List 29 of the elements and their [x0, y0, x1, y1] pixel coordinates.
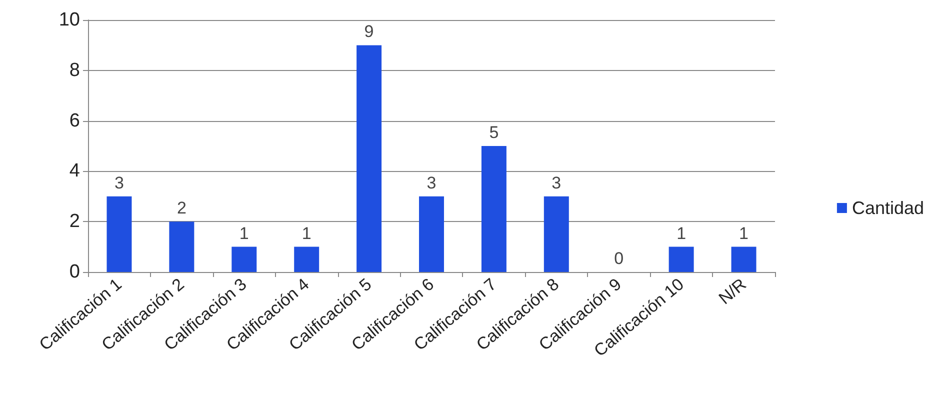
data-label: 9	[364, 22, 374, 42]
bar	[419, 196, 444, 272]
data-label: 2	[176, 198, 186, 218]
y-tick-label: 10	[58, 10, 80, 30]
y-tick-label: 6	[69, 110, 80, 132]
data-label: 1	[302, 224, 312, 243]
data-label: 3	[426, 173, 436, 192]
y-tick-label: 2	[69, 211, 80, 232]
bar	[106, 196, 132, 272]
x-tick-label: N/R	[715, 274, 750, 308]
bar	[544, 196, 569, 272]
data-label: 1	[239, 224, 249, 243]
bar	[232, 246, 257, 272]
data-label: 1	[739, 224, 749, 243]
y-tick-label: 4	[69, 160, 80, 182]
data-label: 3	[552, 173, 562, 192]
data-label: 1	[676, 224, 686, 243]
bar	[481, 146, 506, 272]
bar	[169, 222, 194, 272]
legend-label: Cantidad	[852, 198, 924, 218]
data-label: 0	[614, 249, 624, 268]
data-label: 5	[489, 123, 499, 142]
bar	[356, 45, 382, 272]
bar	[731, 246, 756, 272]
bar	[294, 246, 320, 272]
y-tick-label: 8	[69, 60, 80, 81]
y-tick-label: 0	[69, 262, 80, 282]
bar	[668, 246, 694, 272]
data-label: 3	[114, 173, 124, 192]
